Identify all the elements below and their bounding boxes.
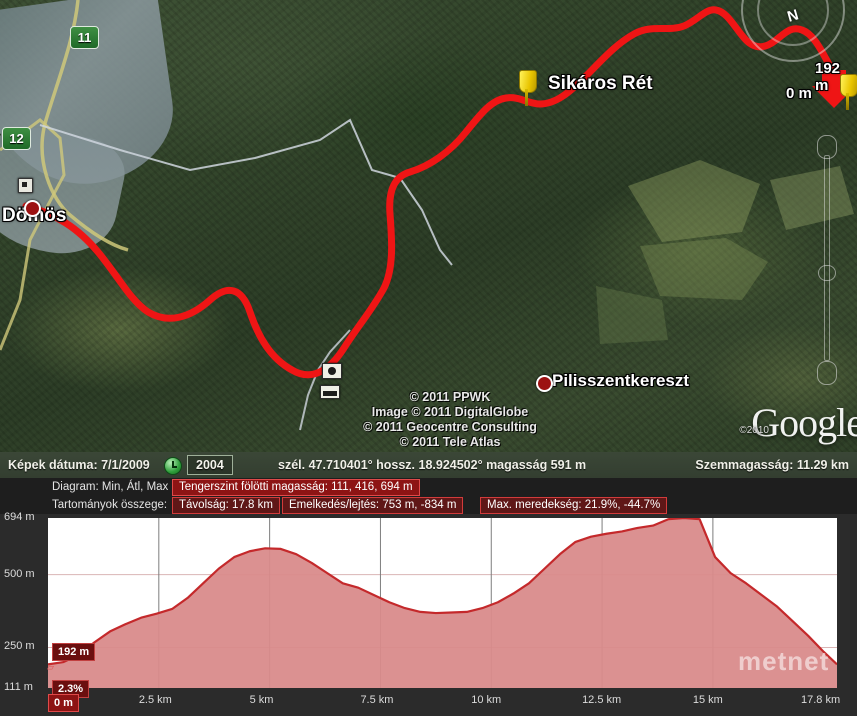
- x-axis-tick-6: 15 km: [692, 694, 723, 706]
- road-shield-11[interactable]: 11: [70, 26, 99, 49]
- elevation-chart-plot-area[interactable]: metnet: [48, 518, 837, 688]
- map-label-sikaros-ret: Sikáros Rét: [548, 73, 653, 94]
- road-12-line: [0, 118, 66, 351]
- y-axis-tick-111: 111 m: [4, 681, 33, 693]
- eye-altitude: Szemmagasság: 11.29 km: [695, 452, 849, 478]
- x-axis: 2.5 km 5 km 7.5 km 10 km 12.5 km 15 km 17.8 km: [0, 692, 857, 714]
- road-11-line: [40, 0, 129, 252]
- attribution-line-4: © 2011 Tele Atlas: [399, 435, 501, 449]
- x-axis-tick-2: 5 km: [249, 694, 274, 706]
- x-axis-tick-4: 10 km: [471, 694, 502, 706]
- max-grade-stat-box[interactable]: Max. meredekség: 21.9%, -44.7%: [480, 497, 668, 514]
- attribution-line-2: Image © 2011 DigitalGlobe: [371, 405, 529, 419]
- start-elevation-marker: 192 m: [52, 643, 96, 661]
- secondary-trail: [39, 118, 453, 266]
- y-axis-tick-694: 694 m: [4, 511, 35, 523]
- elevation-profile-panel[interactable]: 694 m 500 m 250 m 111 m metnet 192 m ▱ 2…: [0, 511, 857, 716]
- elevation-area-chart: [48, 518, 837, 688]
- google-logo: Google: [751, 400, 857, 445]
- pushpin-route-end[interactable]: [838, 74, 857, 110]
- place-square-marker[interactable]: [18, 178, 33, 193]
- y-axis-tick-500: 500 m: [4, 567, 35, 580]
- poi-dot-pilisszentkereszt[interactable]: [536, 375, 553, 392]
- diagram-stat-label: Diagram: Min, Átl, Max: [52, 481, 169, 493]
- start-distance-marker: 0 m: [48, 694, 79, 712]
- pushpin-sikaros-ret[interactable]: [517, 70, 537, 106]
- historical-imagery-year[interactable]: 2004: [187, 455, 233, 475]
- photo-icon[interactable]: [322, 363, 342, 379]
- elevation-line: [48, 518, 837, 666]
- route-elevation-high-tag: 192 m: [815, 60, 841, 94]
- field-parcel: [640, 238, 768, 300]
- coordinates-readout: szél. 47.710401° hossz. 18.924502° magas…: [278, 458, 587, 472]
- field-parcel: [770, 166, 854, 230]
- x-axis-tick-1: 2.5 km: [138, 694, 172, 706]
- x-axis-tick-5: 12.5 km: [582, 694, 622, 706]
- route-elevation-low-tag: 0 m: [786, 85, 812, 102]
- panorama-icon[interactable]: [320, 385, 340, 399]
- historical-imagery-clock-icon[interactable]: [164, 457, 182, 475]
- images-date-value: 7/1/2009: [101, 458, 150, 472]
- profile-cursor-icon: ▱: [47, 662, 54, 672]
- range-sum-label: Tartományok összege:: [52, 499, 168, 511]
- eye-altitude-value: 11.29 km: [796, 458, 849, 472]
- zoom-slider-knob[interactable]: [818, 265, 836, 281]
- field-parcel: [628, 160, 760, 242]
- road-shield-12[interactable]: 12: [2, 127, 31, 150]
- zoom-slider[interactable]: [816, 135, 837, 385]
- elevation-profile-info: Diagram: Min, Átl, Max Tengerszint fölöt…: [0, 478, 857, 514]
- pushpin-needle: [846, 93, 849, 110]
- pushpin-needle: [525, 89, 528, 106]
- eye-altitude-label: Szemmagasság:: [695, 458, 794, 472]
- x-axis-tick-7: 17.8 km: [801, 694, 841, 706]
- status-bar: Képek dátuma: 7/1/2009 2004 szél. 47.710…: [0, 452, 857, 478]
- y-axis-tick-250: 250 m: [4, 640, 35, 653]
- zoom-out-button[interactable]: [817, 361, 837, 385]
- elevation-stat-box[interactable]: Tengerszint fölötti magasság: 111, 416, …: [172, 479, 420, 496]
- map-label-pilisszentkereszt: Pilisszentkereszt: [552, 371, 690, 390]
- images-date-label: Képek dátuma:: [8, 458, 98, 472]
- ascent-descent-stat-box[interactable]: Emelkedés/lejtés: 753 m, -834 m: [282, 497, 464, 514]
- attribution-line-3: © 2011 Geocentre Consulting: [363, 420, 537, 434]
- map-attribution: © 2011 PPWK Image © 2011 DigitalGlobe © …: [300, 390, 600, 450]
- distance-stat-box[interactable]: Távolság: 17.8 km: [172, 497, 280, 514]
- zoom-slider-track[interactable]: [824, 155, 830, 361]
- pushpin-head: [519, 70, 537, 93]
- navigation-compass[interactable]: N: [741, 0, 845, 62]
- x-axis-tick-3: 7.5 km: [360, 694, 394, 706]
- attribution-line-1: © 2011 PPWK: [409, 390, 491, 404]
- poi-dot-domos[interactable]: [24, 200, 41, 217]
- images-date: Képek dátuma: 7/1/2009: [8, 452, 150, 478]
- zoom-in-button[interactable]: [817, 135, 837, 159]
- field-parcel: [596, 286, 668, 344]
- map-vector-overlay: [0, 0, 856, 431]
- imagery-copyright-year: ©2010: [739, 425, 769, 436]
- elevation-area-fill: [48, 518, 837, 688]
- map-viewport[interactable]: Sikáros Rét Pilisszentkereszt Dömös 11 1…: [0, 0, 857, 452]
